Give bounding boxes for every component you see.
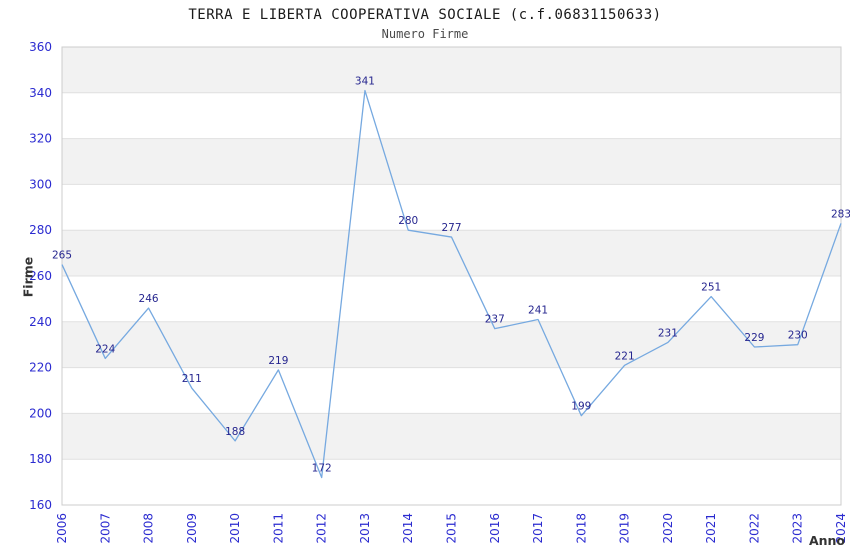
data-point-label: 341 [355,76,375,88]
data-point-label: 188 [225,426,245,438]
data-point-label: 283 [831,208,850,220]
y-tick-label: 160 [29,498,52,512]
data-point-label: 219 [268,355,288,367]
data-point-label: 221 [615,350,635,362]
x-tick-label: 2018 [574,513,588,544]
x-tick-label: 2011 [271,513,285,544]
x-tick-label: 2013 [358,513,372,544]
data-point-label: 251 [701,282,721,294]
x-tick-label: 2016 [488,513,502,544]
x-tick-label: 2020 [661,513,675,544]
x-tick-label: 2009 [185,513,199,544]
data-point-label: 280 [398,215,418,227]
data-point-label: 231 [658,327,678,339]
chart-title: TERRA E LIBERTA COOPERATIVA SOCIALE (c.f… [188,7,662,23]
data-point-label: 224 [95,343,115,355]
x-tick-label: 2017 [531,513,545,544]
data-point-label: 211 [182,373,202,385]
plot-border [61,46,842,506]
y-tick-label: 240 [29,315,52,329]
x-tick-label: 2010 [228,513,242,544]
y-tick-label: 360 [29,40,52,54]
x-tick-label: 2019 [618,513,632,544]
y-tick-label: 260 [29,269,52,283]
x-tick-label: 2021 [704,513,718,544]
x-tick-label: 2015 [445,513,459,544]
data-point-label: 172 [312,463,332,475]
plot-band [62,321,841,368]
x-tick-label: 2008 [142,513,156,544]
x-tick-label: 2006 [55,513,69,544]
y-tick-label: 280 [29,223,52,237]
x-tick-label: 2023 [791,513,805,544]
data-point-label: 265 [52,250,72,262]
x-axis-title: Anno [809,533,845,548]
data-point-label: 237 [485,314,505,326]
x-tick-label: 2014 [401,513,415,544]
y-tick-label: 200 [29,406,52,420]
y-tick-label: 180 [29,452,52,466]
x-tick-label: 2012 [315,513,329,544]
y-axis-title: Firme [21,257,36,298]
series-line [61,89,842,479]
y-tick-label: 320 [29,132,52,146]
data-point-label: 230 [788,330,808,342]
y-tick-label: 220 [29,361,52,375]
plot-band [62,413,841,460]
data-point-label: 277 [441,222,461,234]
plot-band [62,138,841,185]
data-point-label: 246 [139,293,159,305]
x-tick-label: 2007 [98,513,112,544]
data-point-label: 199 [571,401,591,413]
data-point-label: 229 [744,332,764,344]
chart-subtitle: Numero Firme [381,27,469,41]
x-tick-label: 2024 [834,513,848,544]
data-point-label: 241 [528,305,548,317]
plot-band [62,47,841,93]
y-tick-label: 300 [29,177,52,191]
x-tick-label: 2022 [747,513,761,544]
y-tick-label: 340 [29,86,52,100]
